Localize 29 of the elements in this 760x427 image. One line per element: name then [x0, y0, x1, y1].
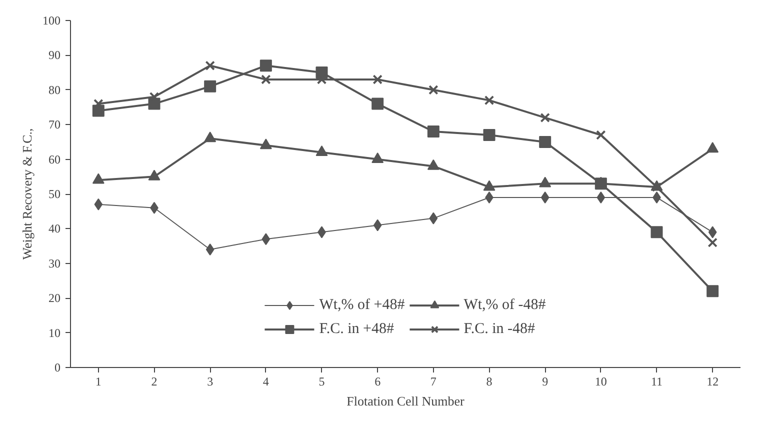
x-tick-label: 8 — [486, 374, 492, 388]
legend-label: Wt,% of +48# — [319, 296, 405, 314]
y-tick-label: 100 — [42, 14, 60, 28]
y-tick-label: 20 — [48, 291, 60, 306]
x-tick-label: 11 — [650, 374, 663, 388]
x-tick-label: 4 — [262, 374, 269, 388]
y-tick-label: 90 — [48, 48, 60, 62]
x-tick-label: 1 — [95, 374, 102, 388]
y-tick-label: 40 — [48, 222, 60, 236]
x-tick-label: 2 — [151, 374, 158, 388]
x-tick-label: 5 — [318, 374, 325, 388]
legend-label: Wt,% of -48# — [464, 296, 546, 314]
x-tick-label: 7 — [430, 374, 436, 388]
x-tick-label: 12 — [706, 374, 719, 388]
y-tick-label: 30 — [48, 256, 60, 270]
y-tick-label: 10 — [48, 326, 60, 340]
x-tick-label: 9 — [542, 374, 548, 388]
x-tick-label: 3 — [207, 374, 214, 388]
y-tick-label: 50 — [48, 187, 60, 201]
x-tick-label: 6 — [374, 374, 381, 388]
x-tick-label: 10 — [594, 374, 607, 388]
y-tick-label: 70 — [48, 118, 60, 132]
x-axis-title: Flotation Cell Number — [346, 394, 466, 408]
y-tick-label: 80 — [48, 82, 60, 97]
legend-label: F.C. in +48# — [319, 320, 394, 338]
legend-label: F.C. in -48# — [464, 320, 536, 338]
y-tick-label: 0 — [54, 360, 60, 374]
y-axis-title: Weight Recovery & F.C., — [20, 128, 34, 260]
y-tick-label: 60 — [48, 152, 60, 166]
